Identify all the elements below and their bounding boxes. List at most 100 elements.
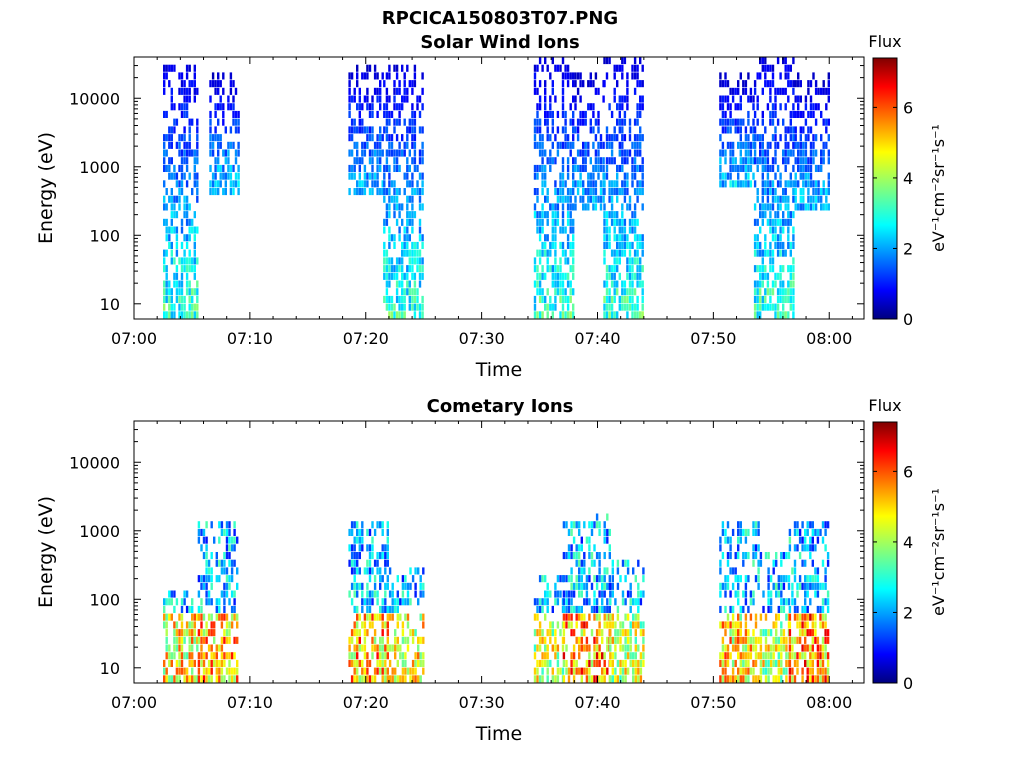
flux-cell xyxy=(731,118,735,126)
flux-cell xyxy=(719,149,722,157)
flux-cell xyxy=(626,613,630,621)
colorbar-gradient-cometary xyxy=(872,421,898,684)
flux-cell xyxy=(631,288,634,296)
flux-cell xyxy=(584,141,587,149)
flux-cell xyxy=(395,280,399,288)
flux-cell xyxy=(588,613,591,621)
flux-cell xyxy=(394,636,397,644)
flux-cell xyxy=(385,118,389,126)
flux-cell xyxy=(610,203,614,211)
flux-cell xyxy=(393,303,396,311)
flux-cell xyxy=(601,590,604,598)
flux-cell xyxy=(569,149,572,157)
flux-cell xyxy=(234,157,238,165)
flux-cell xyxy=(775,590,778,598)
flux-cell xyxy=(756,241,759,249)
flux-cell xyxy=(811,582,814,590)
flux-cell xyxy=(215,559,218,567)
flux-cell xyxy=(165,218,168,226)
flux-cell xyxy=(228,667,231,675)
flux-cell xyxy=(797,149,800,157)
flux-cell xyxy=(789,249,792,257)
flux-cell xyxy=(234,118,238,126)
flux-cell xyxy=(576,149,580,157)
flux-cell xyxy=(414,629,417,637)
flux-cell xyxy=(764,203,767,211)
flux-cell xyxy=(753,141,757,149)
flux-cell xyxy=(163,141,166,149)
flux-cell xyxy=(210,644,213,652)
flux-cell xyxy=(812,188,815,196)
flux-cell xyxy=(388,280,391,288)
flux-cell xyxy=(610,211,614,219)
flux-cell xyxy=(559,295,562,303)
flux-cell xyxy=(538,164,542,172)
flux-cell xyxy=(373,590,377,598)
flux-cell xyxy=(774,211,777,219)
flux-cell xyxy=(408,234,411,242)
flux-cell xyxy=(180,295,184,303)
flux-cell xyxy=(368,621,372,629)
flux-cell xyxy=(578,575,581,583)
flux-cell xyxy=(764,164,767,172)
flux-cell xyxy=(744,659,748,667)
flux-cell xyxy=(564,257,567,265)
flux-cell xyxy=(771,195,775,203)
flux-cell xyxy=(401,295,404,303)
flux-cell xyxy=(363,644,367,652)
flux-cell xyxy=(363,172,367,180)
flux-cell xyxy=(178,257,181,265)
flux-cell xyxy=(373,72,377,80)
flux-cell xyxy=(168,311,171,319)
flux-cell xyxy=(621,241,624,249)
flux-cell xyxy=(180,605,184,613)
flux-cell xyxy=(629,652,632,660)
flux-cell xyxy=(605,157,609,165)
flux-cell xyxy=(165,265,168,273)
flux-cell xyxy=(170,157,173,165)
flux-cell xyxy=(197,521,201,529)
flux-cell xyxy=(719,621,722,629)
flux-cell xyxy=(769,659,773,667)
flux-cell xyxy=(613,64,616,72)
flux-cell xyxy=(734,621,737,629)
flux-cell xyxy=(381,149,384,157)
flux-cell xyxy=(637,582,640,590)
flux-cell xyxy=(785,552,788,560)
flux-cell xyxy=(565,621,568,629)
flux-cell xyxy=(564,72,567,80)
flux-cell xyxy=(350,598,354,606)
flux-cell xyxy=(554,303,557,311)
flux-cell xyxy=(771,188,775,196)
flux-cell xyxy=(782,280,785,288)
flux-cell xyxy=(609,636,612,644)
flux-cell xyxy=(219,80,222,88)
flux-cell xyxy=(404,598,407,606)
flux-cell xyxy=(385,110,389,118)
flux-cell xyxy=(584,149,587,157)
flux-cell xyxy=(594,157,598,165)
flux-cell xyxy=(793,652,797,660)
flux-cell xyxy=(780,629,783,637)
flux-cell xyxy=(608,311,611,319)
flux-cell xyxy=(754,644,758,652)
flux-cell xyxy=(614,652,617,660)
flux-cell xyxy=(214,126,217,134)
flux-cell xyxy=(637,605,640,613)
flux-cell xyxy=(168,164,171,172)
y-tick-label: 100 xyxy=(89,226,120,245)
flux-cell xyxy=(399,598,402,606)
flux-cell xyxy=(403,295,406,303)
flux-cell xyxy=(582,180,585,188)
flux-cell xyxy=(536,226,539,234)
flux-cell xyxy=(562,652,566,660)
flux-cell xyxy=(782,57,785,65)
flux-cell xyxy=(565,605,568,613)
flux-cell xyxy=(193,72,196,80)
flux-cell xyxy=(788,667,792,675)
flux-cell xyxy=(411,241,414,249)
flux-cell xyxy=(641,288,644,296)
flux-cell xyxy=(613,288,616,296)
flux-cell xyxy=(739,675,742,683)
flux-cell xyxy=(590,521,594,529)
